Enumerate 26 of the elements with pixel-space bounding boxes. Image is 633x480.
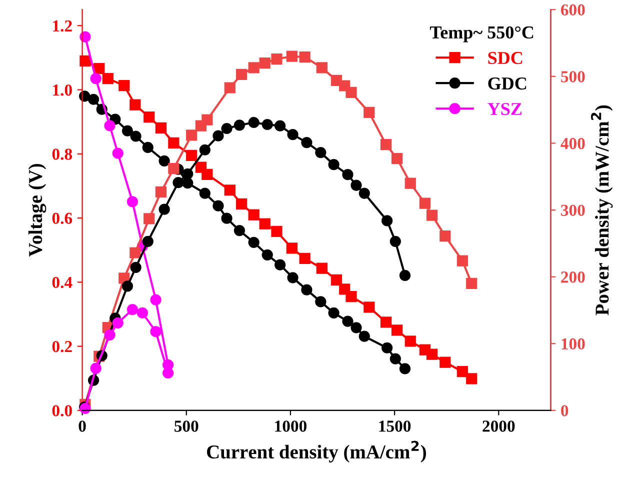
y-tick-label: 1.0 [53, 84, 72, 96]
y-tick-label: 1.2 [53, 20, 72, 32]
y2-tick-label: 600 [561, 4, 585, 16]
legend-label: YSZ [488, 102, 522, 116]
y2-tick-label: 100 [562, 338, 585, 350]
y-tick-label: 0.6 [52, 212, 72, 224]
y2-tick-label: 0 [561, 405, 568, 416]
y2-tick-label: 300 [561, 204, 585, 216]
x-axis-title: Current density (mA/cm$^{2}$) [207, 440, 426, 463]
y-tick-label: 0.2 [52, 340, 72, 352]
x-tick-label: 500 [174, 420, 198, 432]
y2-axis-title: Power density (mW/cm$^{2}$) [590, 105, 613, 316]
y2-tick-label: 500 [561, 71, 585, 82]
x-tick-label: 2000 [482, 420, 515, 432]
x-tick-label: 1500 [379, 420, 411, 432]
x-tick-label: 1000 [275, 420, 307, 432]
y2-tick-label: 200 [561, 272, 585, 283]
legend-label: GDC [488, 77, 526, 90]
y2-tick-label: 400 [560, 138, 585, 150]
y-tick-label: 0.0 [52, 405, 72, 416]
y-tick-label: 0.4 [52, 276, 72, 288]
legend-title: Temp~ 550°C [430, 26, 534, 42]
y-tick-label: 0.8 [52, 148, 72, 160]
legend-label: SDC [488, 52, 522, 64]
y-axis-title: Voltage (V) [28, 164, 46, 257]
x-tick-label: 0 [78, 420, 86, 432]
